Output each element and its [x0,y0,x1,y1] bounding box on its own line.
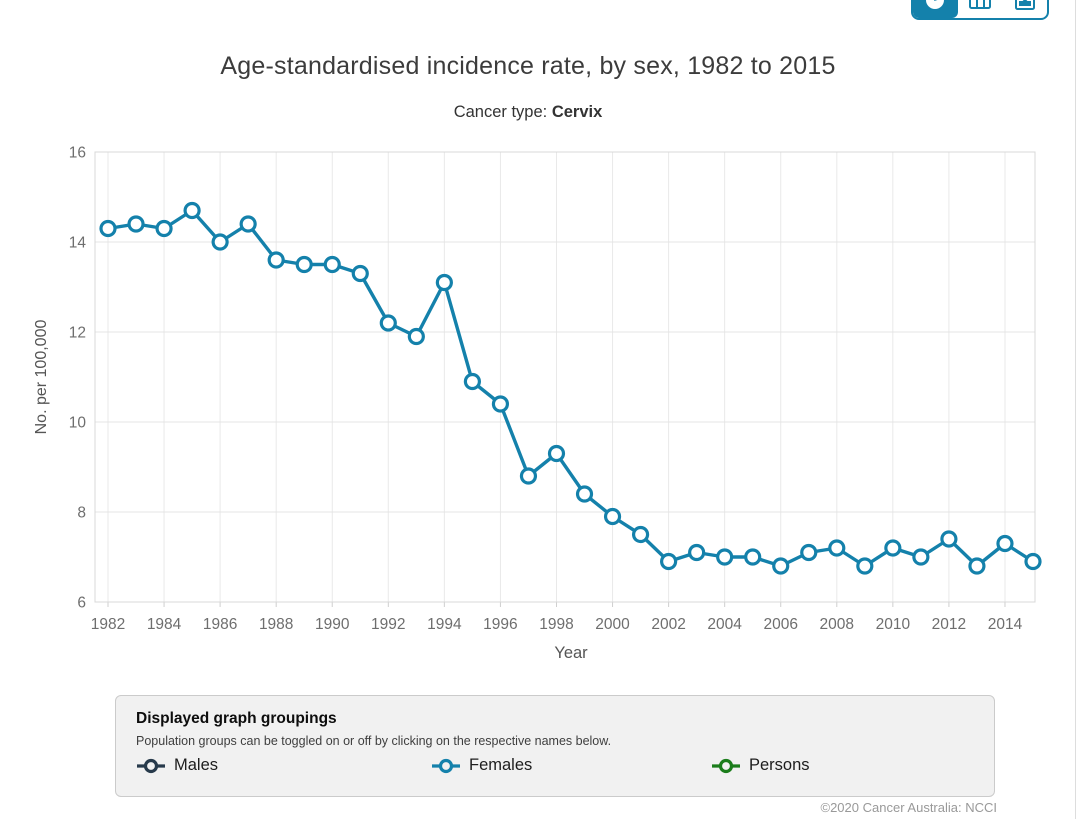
data-point-2010[interactable] [884,539,902,557]
x-tick-label: 2012 [932,616,966,633]
y-tick-label: 8 [77,505,86,522]
legend-item-males[interactable]: Males [136,756,218,775]
x-tick-label: 2004 [707,616,742,633]
persons-marker-icon [712,758,740,773]
incidence-line-chart: 1982 1984 1986 1988 1990 1992 1994 1996 1998 2000… [33,145,1042,662]
x-tick-label: 1992 [371,616,405,633]
data-point-1990[interactable] [323,255,341,274]
y-tick-label: 6 [77,595,86,612]
data-point-1984[interactable] [155,219,173,238]
x-tick-label: 2000 [595,616,630,633]
data-point-1995[interactable] [463,372,481,391]
data-point-2001[interactable] [631,525,650,544]
data-point-1997[interactable] [519,467,538,485]
data-point-2005[interactable] [744,548,762,566]
x-tick-label: 1998 [539,616,573,633]
y-tick-label: 10 [69,415,87,432]
x-tick-label: 2002 [651,616,685,633]
data-point-2008[interactable] [828,539,846,557]
page-edge-divider [1075,0,1076,819]
data-point-1988[interactable] [267,251,285,269]
data-point-2013[interactable] [968,557,986,575]
data-point-2012[interactable] [940,530,958,548]
x-tick-label: 2010 [876,616,911,633]
males-marker-icon [137,758,165,773]
data-point-2009[interactable] [856,557,874,575]
x-tick-label: 1990 [315,616,350,633]
table-icon [969,0,991,12]
data-point-1982[interactable] [99,219,117,238]
y-tick-label: 16 [69,145,86,162]
chart-view-button[interactable] [913,0,958,18]
data-point-2006[interactable] [772,557,790,575]
legend-items: Males Females Persons [116,756,994,786]
data-point-1989[interactable] [295,255,313,274]
females-marker-icon [432,758,460,773]
data-point-1985[interactable] [183,201,201,220]
data-point-2015[interactable] [1024,552,1042,571]
table-view-button[interactable] [958,0,1003,18]
y-tick-label: 14 [69,235,87,252]
data-point-1996[interactable] [491,395,510,413]
x-tick-label: 2008 [820,616,854,633]
data-point-2007[interactable] [800,543,818,562]
data-point-2014[interactable] [996,534,1014,553]
legend-item-persons[interactable]: Persons [711,756,810,775]
data-point-1998[interactable] [547,444,566,463]
x-tick-label: 2014 [988,616,1023,633]
data-point-1991[interactable] [351,264,369,283]
legend-label: Males [174,756,219,774]
download-button[interactable] [1002,0,1047,18]
x-tick-label: 1982 [91,616,125,633]
data-point-1994[interactable] [435,273,453,292]
legend-label: Females [469,756,533,774]
data-point-1987[interactable] [239,215,257,233]
data-point-2011[interactable] [912,548,930,566]
y-tick-label: 12 [69,325,86,342]
copyright-text: ©2020 Cancer Australia: NCCI [820,800,998,815]
legend-description: Population groups can be toggled on or o… [136,734,612,748]
x-tick-label: 1996 [483,616,517,633]
cancer-type-value: Cervix [551,103,603,121]
x-tick-label: 1984 [147,616,182,633]
data-point-1986[interactable] [211,233,229,251]
females-series-line [106,208,1035,568]
page-title: Age-standardised incidence rate, by sex,… [220,52,836,80]
legend-panel: Displayed graph groupings Population gro… [115,695,995,797]
legend-title: Displayed graph groupings [136,710,337,727]
cancer-type-label: Cancer type: [453,103,548,121]
x-tick-label: 1988 [259,616,293,633]
view-toolbar [911,0,1049,20]
data-point-1983[interactable] [127,215,145,233]
x-tick-label: 2006 [763,616,797,633]
data-point-2004[interactable] [716,548,734,566]
plot-border [94,151,1036,603]
data-point-1993[interactable] [407,327,425,346]
x-axis-title: Year [554,644,588,662]
data-point-1992[interactable] [379,314,397,332]
data-point-2002[interactable] [660,552,678,571]
x-tick-label: 1986 [203,616,237,633]
x-tick-label: 1994 [427,616,462,633]
data-point-2003[interactable] [688,543,706,562]
export-icon [1014,0,1035,13]
legend-item-females[interactable]: Females [431,756,532,775]
pie-chart-icon [924,0,946,14]
legend-label: Persons [749,756,810,774]
data-point-2000[interactable] [603,507,622,526]
y-axis-title: No. per 100,000 [33,320,50,435]
data-point-1999[interactable] [575,485,594,503]
chart-subtitle: Cancer type: Cervix [0,103,1056,122]
